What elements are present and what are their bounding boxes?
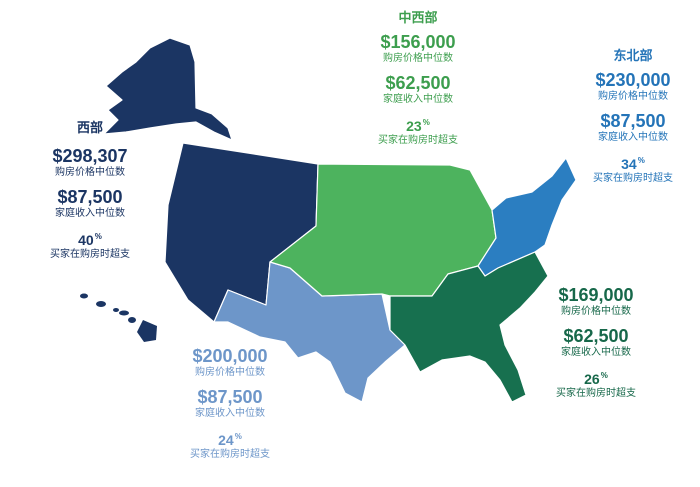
west-home-price: $298,307 <box>52 146 128 166</box>
midwest-income-label: 家庭收入中位数 <box>383 94 453 105</box>
west-overspend: 40 <box>78 232 94 248</box>
south-income-label: 家庭收入中位数 <box>561 347 631 358</box>
southwest-overspend-label: 买家在购房时超支 <box>190 449 270 460</box>
south-overspend-unit: % <box>600 371 608 380</box>
midwest-overspend: 23 <box>406 118 422 134</box>
midwest-title: 中西部 <box>398 10 438 25</box>
region-south <box>389 251 549 403</box>
west-overspend-label: 买家在购房时超支 <box>50 249 130 260</box>
south-income: $62,500 <box>563 326 629 346</box>
west-stats: 西部 $298,307 购房价格中位数 $87,500 家庭收入中位数 40% … <box>30 120 150 261</box>
northeast-overspend: 34 <box>621 156 637 172</box>
west-income: $87,500 <box>57 187 123 207</box>
northeast-income-label: 家庭收入中位数 <box>598 132 668 143</box>
west-home-price-label: 购房价格中位数 <box>55 167 125 178</box>
midwest-stats: 中西部 $156,000 购房价格中位数 $62,500 家庭收入中位数 23%… <box>358 10 478 147</box>
southwest-home-price: $200,000 <box>192 346 268 366</box>
west-income-label: 家庭收入中位数 <box>55 208 125 219</box>
southwest-overspend: 24 <box>218 432 234 448</box>
south-overspend-label: 买家在购房时超支 <box>556 388 636 399</box>
region-west-alaska <box>103 37 233 141</box>
south-home-price-label: 购房价格中位数 <box>561 306 631 317</box>
midwest-income: $62,500 <box>385 73 451 93</box>
northeast-overspend-label: 买家在购房时超支 <box>593 173 673 184</box>
southwest-income-label: 家庭收入中位数 <box>195 408 265 419</box>
midwest-overspend-label: 买家在购房时超支 <box>378 135 458 146</box>
region-west-hawaii <box>80 293 157 342</box>
northeast-overspend-unit: % <box>637 156 645 165</box>
west-title: 西部 <box>76 120 103 135</box>
south-overspend: 26 <box>584 371 600 387</box>
south-stats: $169,000 购房价格中位数 $62,500 家庭收入中位数 26% 买家在… <box>536 285 656 400</box>
southwest-stats: $200,000 购房价格中位数 $87,500 家庭收入中位数 24% 买家在… <box>170 346 290 461</box>
northeast-stats: 东北部 $230,000 购房价格中位数 $87,500 家庭收入中位数 34%… <box>574 48 692 185</box>
northeast-home-price: $230,000 <box>595 70 671 90</box>
southwest-home-price-label: 购房价格中位数 <box>195 367 265 378</box>
southwest-overspend-unit: % <box>234 432 242 441</box>
midwest-overspend-unit: % <box>422 118 430 127</box>
west-overspend-unit: % <box>94 232 102 241</box>
northeast-home-price-label: 购房价格中位数 <box>598 91 668 102</box>
northeast-title: 东北部 <box>613 48 653 63</box>
midwest-home-price-label: 购房价格中位数 <box>383 53 453 64</box>
midwest-home-price: $156,000 <box>380 32 456 52</box>
northeast-income: $87,500 <box>600 111 666 131</box>
southwest-income: $87,500 <box>197 387 263 407</box>
south-home-price: $169,000 <box>558 285 634 305</box>
